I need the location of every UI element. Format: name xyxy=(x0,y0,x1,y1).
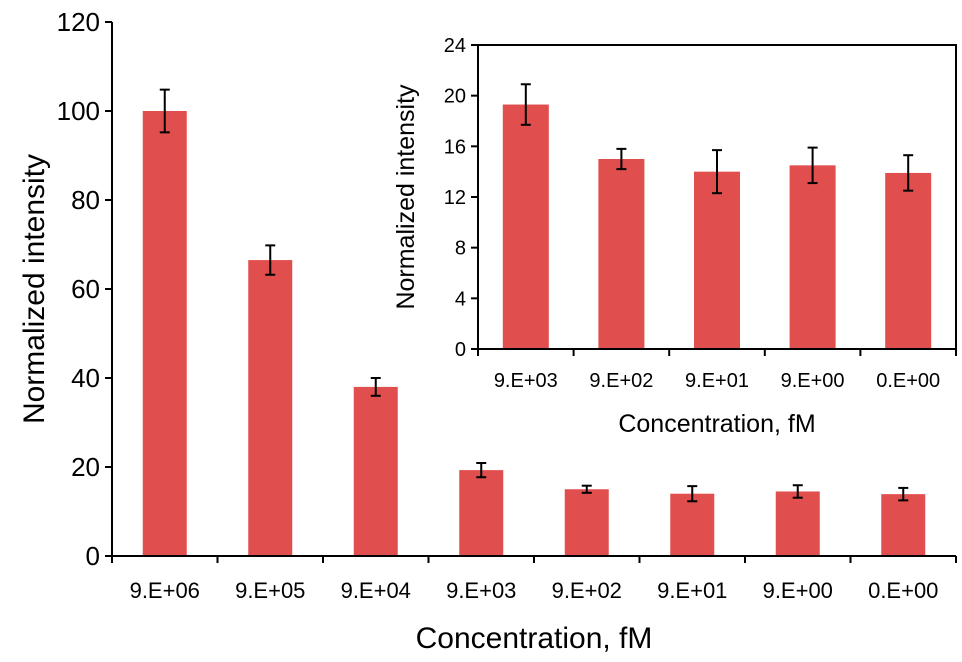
main-x-tick-label: 9.E+05 xyxy=(235,578,305,603)
main-x-axis-title: Concentration, fM xyxy=(416,622,653,655)
inset-x-tick-label: 9.E+03 xyxy=(494,370,558,392)
main-y-tick-label: 100 xyxy=(57,96,100,126)
inset-bar xyxy=(789,165,836,349)
main-bar xyxy=(459,470,504,556)
main-bar xyxy=(564,489,609,556)
inset-y-tick-label: 12 xyxy=(444,187,466,209)
main-chart: 9.E+06 9.E+05 9.E+04 9.E+03 9.E+02 9.E+01 9.E+… xyxy=(18,7,957,655)
inset-chart: 9.E+03 9.E+02 9.E+01 9.E+00 0.E+00 0 4 8 12 16 20 2… xyxy=(392,35,957,438)
main-bar xyxy=(775,491,820,556)
inset-bar xyxy=(694,171,740,349)
main-error-bar xyxy=(687,485,698,503)
main-y-tick-label: 60 xyxy=(71,274,100,304)
inset-error-bar xyxy=(712,149,722,195)
main-bar xyxy=(881,494,926,556)
inset-error-bar xyxy=(616,147,627,171)
inset-x-axis-title: Concentration, fM xyxy=(618,410,815,438)
main-x-tick-label: 9.E+03 xyxy=(446,578,516,603)
main-y-axis-title: Normalized intensity xyxy=(18,154,51,424)
inset-y-tick-label: 16 xyxy=(444,136,466,158)
main-error-bar xyxy=(265,244,276,276)
main-bar xyxy=(142,111,187,556)
main-y-tick-label: 20 xyxy=(71,452,100,482)
main-y-tick-label: 0 xyxy=(86,541,100,571)
main-x-tick-label: 9.E+06 xyxy=(130,578,200,603)
main-y-tick-label: 40 xyxy=(71,363,100,393)
inset-y-tick-label: 20 xyxy=(444,86,466,108)
inset-bar xyxy=(598,159,645,349)
main-x-tick-label: 9.E+02 xyxy=(552,578,622,603)
inset-error-bar xyxy=(903,154,914,192)
main-x-tick-label: 9.E+00 xyxy=(763,578,833,603)
main-x-tick-label: 9.E+01 xyxy=(657,578,727,603)
main-error-bar xyxy=(792,484,803,499)
inset-x-tick-label: 9.E+02 xyxy=(589,370,653,392)
main-error-bar xyxy=(898,486,909,502)
inset-x-tick-label: 9.E+01 xyxy=(685,370,749,392)
main-y-tick-label: 80 xyxy=(71,185,100,215)
main-bar xyxy=(670,493,715,556)
inset-y-tick-label: 24 xyxy=(444,35,466,57)
main-x-tick-label: 9.E+04 xyxy=(341,578,411,603)
inset-y-tick-label: 4 xyxy=(455,288,466,310)
inset-x-tick-label: 0.E+00 xyxy=(876,370,940,392)
inset-error-bar xyxy=(520,83,531,126)
main-error-bar xyxy=(581,484,592,494)
main-bar xyxy=(248,260,293,556)
inset-y-tick-label: 0 xyxy=(455,339,466,361)
inset-bar xyxy=(885,172,932,349)
main-error-bar xyxy=(370,377,381,397)
main-x-tick-label: 0.E+00 xyxy=(868,578,938,603)
inset-x-tick-label: 9.E+00 xyxy=(781,370,845,392)
main-error-bar xyxy=(159,88,170,134)
main-y-tick-label: 120 xyxy=(57,7,100,37)
main-bar xyxy=(353,386,398,556)
inset-error-bar xyxy=(807,146,818,185)
inset-y-axis-title: Normalized intensity xyxy=(392,84,420,310)
main-error-bar xyxy=(476,461,487,479)
inset-bar xyxy=(502,104,549,350)
inset-y-tick-label: 8 xyxy=(455,238,466,260)
